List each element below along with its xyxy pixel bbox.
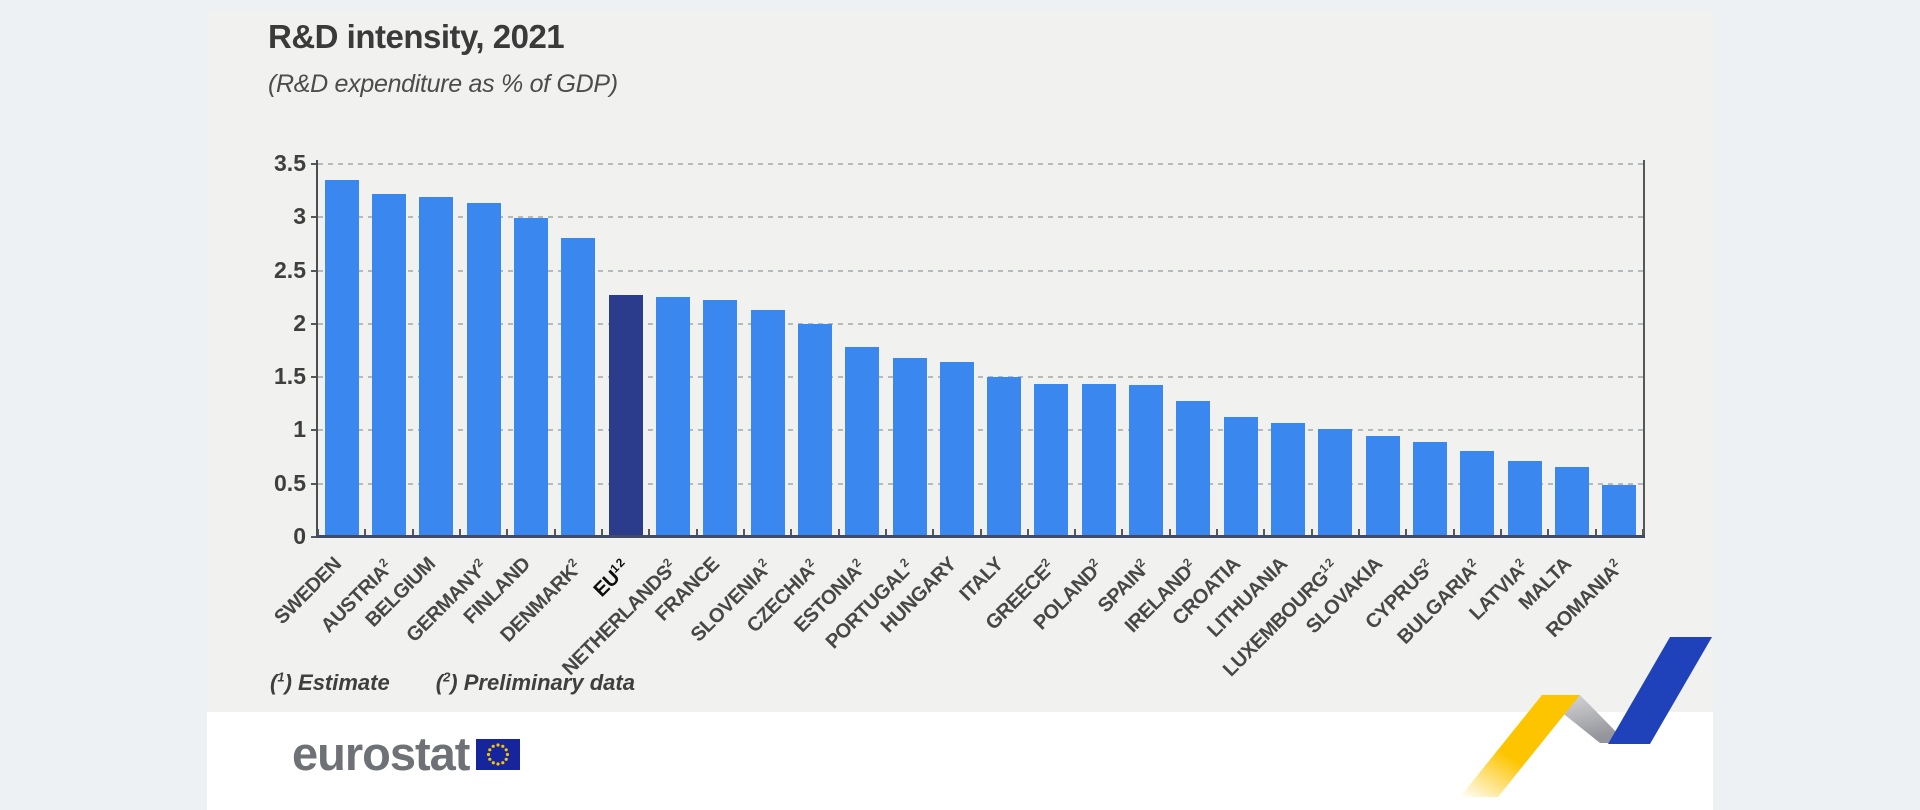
x-axis-tick bbox=[506, 529, 509, 536]
chart-subtitle: (R&D expenditure as % of GDP) bbox=[268, 70, 618, 98]
bar-netherlands bbox=[655, 297, 690, 537]
x-axis-tick bbox=[1594, 529, 1597, 536]
y-axis-tick bbox=[311, 269, 318, 272]
x-axis-tick bbox=[1026, 529, 1029, 536]
bar-ireland bbox=[1176, 400, 1211, 537]
bar-malta bbox=[1555, 466, 1590, 537]
y-axis-label: 0 bbox=[293, 523, 306, 549]
gridline-1.5 bbox=[318, 376, 1643, 379]
footnote-preliminary: (2) Preliminary data bbox=[435, 670, 635, 696]
x-axis-tick bbox=[1500, 529, 1503, 536]
eurostat-logo-text: eurostat bbox=[292, 727, 470, 780]
bar-cyprus bbox=[1413, 442, 1448, 537]
y-axis-label: 2.5 bbox=[274, 256, 306, 283]
bar-slovenia bbox=[750, 310, 785, 537]
x-axis-tick bbox=[411, 529, 414, 536]
bar-hungary bbox=[939, 362, 974, 537]
x-axis-tick bbox=[790, 529, 793, 536]
y-axis-label: 0.5 bbox=[274, 469, 306, 496]
bar-finland bbox=[513, 218, 548, 537]
y-axis-tick bbox=[311, 322, 318, 325]
y-axis-tick bbox=[311, 429, 318, 432]
x-axis-tick bbox=[1168, 529, 1171, 536]
x-axis-tick bbox=[1121, 529, 1124, 536]
y-axis-label: 1 bbox=[293, 416, 306, 443]
ribbon-decoration-icon bbox=[1460, 637, 1712, 797]
footer-band bbox=[207, 712, 1713, 810]
x-axis-tick bbox=[979, 529, 982, 536]
x-axis-tick bbox=[695, 529, 698, 536]
x-axis-tick bbox=[742, 529, 745, 536]
bar-estonia bbox=[845, 347, 880, 537]
x-axis-tick bbox=[1452, 529, 1455, 536]
bar-denmark bbox=[561, 237, 596, 537]
y-axis-tick bbox=[311, 163, 318, 165]
x-axis-tick bbox=[1358, 529, 1361, 536]
bar-sweden bbox=[324, 179, 359, 537]
gridline-3.5 bbox=[318, 163, 1643, 165]
gridline-2 bbox=[318, 322, 1643, 325]
bar-slovakia bbox=[1365, 435, 1400, 537]
x-axis-tick bbox=[884, 529, 887, 536]
x-axis-tick bbox=[1263, 529, 1266, 536]
x-axis-tick bbox=[317, 529, 319, 536]
bar-portugal bbox=[892, 357, 927, 537]
x-axis-tick bbox=[1405, 529, 1408, 536]
x-axis-tick bbox=[1074, 529, 1077, 536]
y-axis-tick bbox=[311, 216, 318, 219]
x-axis-tick bbox=[1310, 529, 1313, 536]
y-axis-line bbox=[316, 160, 318, 537]
x-axis-tick bbox=[553, 529, 556, 536]
bar-spain bbox=[1129, 384, 1164, 537]
x-axis-tick bbox=[1642, 529, 1644, 536]
x-axis-tick bbox=[364, 529, 367, 536]
bar-austria bbox=[371, 193, 406, 537]
chart-panel bbox=[207, 10, 1713, 712]
bar-lithuania bbox=[1271, 422, 1306, 537]
bar-czechia bbox=[797, 323, 832, 537]
y-axis-label: 2 bbox=[293, 309, 306, 336]
x-axis-tick bbox=[458, 529, 461, 536]
bar-germany bbox=[466, 203, 501, 537]
eu-flag-icon bbox=[476, 738, 521, 770]
footnotes: (1) Estimate (2) Preliminary data bbox=[270, 670, 681, 696]
bar-bulgaria bbox=[1460, 450, 1495, 537]
y-axis-label: 3.5 bbox=[274, 150, 306, 176]
y-axis-label: 3 bbox=[293, 203, 306, 230]
y-axis-tick bbox=[311, 536, 318, 538]
bar-luxembourg bbox=[1318, 429, 1353, 537]
x-axis-baseline bbox=[316, 535, 1645, 538]
bar-latvia bbox=[1507, 461, 1542, 537]
bar-eu bbox=[608, 295, 643, 537]
bar-greece bbox=[1034, 383, 1069, 537]
y-axis-label: 1.5 bbox=[274, 363, 306, 390]
y-axis-tick bbox=[311, 482, 318, 485]
right-axis-line bbox=[1643, 160, 1645, 537]
bar-croatia bbox=[1223, 416, 1258, 537]
gridline-3 bbox=[318, 216, 1643, 219]
bar-romania bbox=[1602, 484, 1637, 537]
bar-italy bbox=[987, 377, 1022, 537]
x-axis-tick bbox=[1547, 529, 1550, 536]
bar-belgium bbox=[419, 197, 454, 537]
footnote-estimate: (1) Estimate bbox=[270, 670, 390, 696]
x-axis-tick bbox=[600, 529, 603, 536]
bar-poland bbox=[1081, 383, 1116, 537]
y-axis-tick bbox=[311, 376, 318, 379]
gridline-2.5 bbox=[318, 269, 1643, 272]
gridline-0.5 bbox=[318, 482, 1643, 485]
x-axis-tick bbox=[932, 529, 935, 536]
chart-title: R&D intensity, 2021 bbox=[268, 18, 565, 55]
gridline-1 bbox=[318, 429, 1643, 432]
bar-france bbox=[703, 300, 738, 537]
x-axis-tick bbox=[837, 529, 840, 536]
x-axis-tick bbox=[1216, 529, 1219, 536]
x-axis-tick bbox=[648, 529, 651, 536]
eurostat-logo: eurostat bbox=[292, 727, 521, 780]
